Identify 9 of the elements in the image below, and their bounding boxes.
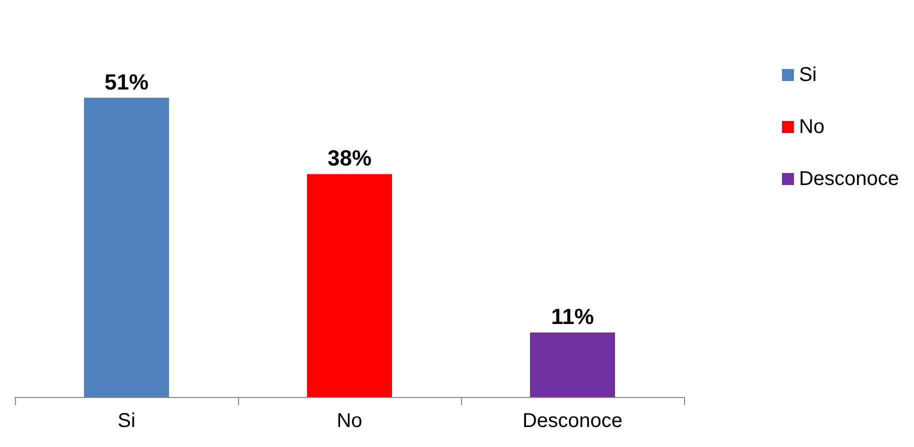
data-label: 51% — [104, 69, 149, 94]
legend-label: Desconoce — [798, 168, 900, 190]
data-label: 38% — [327, 146, 372, 171]
legend-label: Si — [798, 64, 817, 86]
x-tick-label: No — [336, 410, 362, 432]
x-tick-label: Desconoce — [522, 410, 623, 432]
legend-label: No — [798, 116, 825, 138]
data-label: 11% — [551, 304, 594, 329]
x-tick-label: Si — [118, 410, 136, 432]
